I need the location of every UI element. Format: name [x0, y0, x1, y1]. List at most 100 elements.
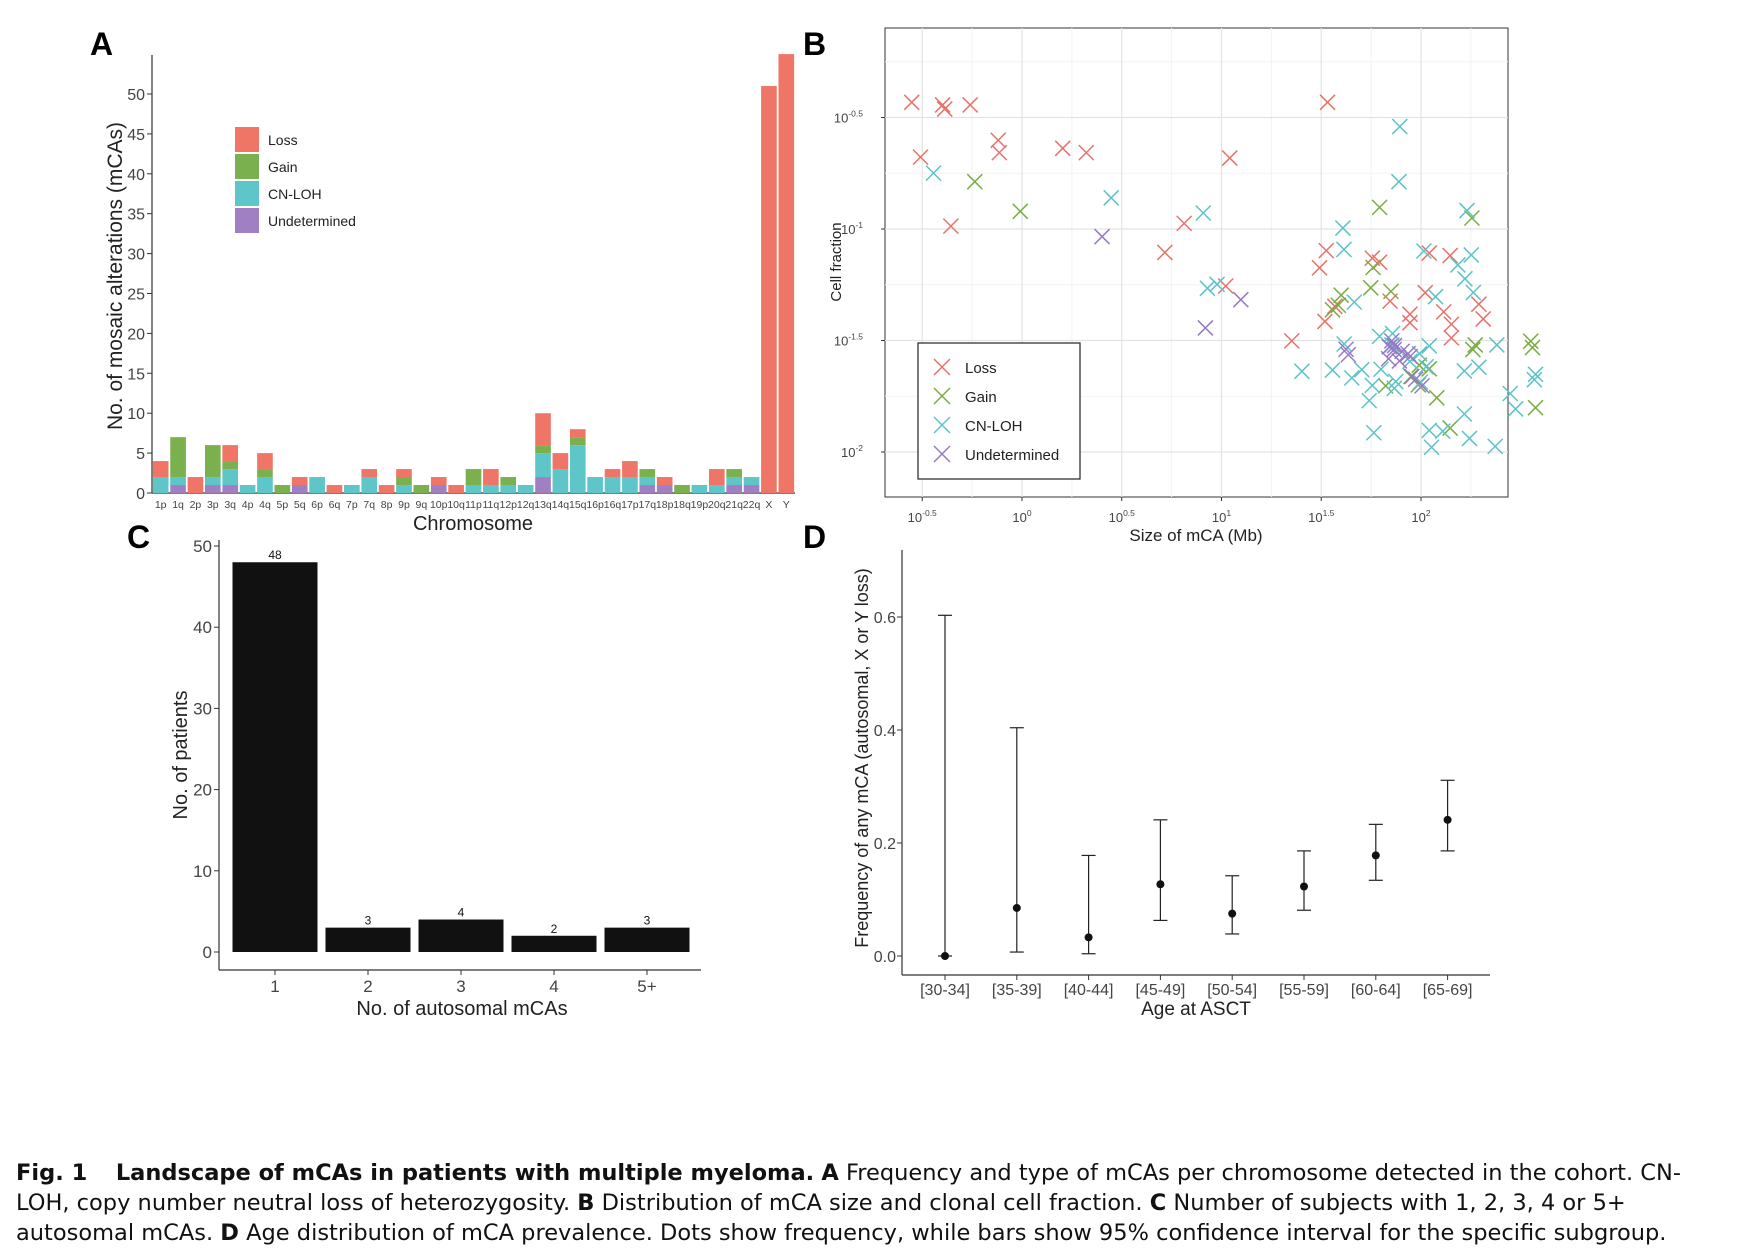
point-loss [1401, 306, 1418, 323]
x-tick-label: 5+ [637, 977, 656, 996]
caption-key-d: D [220, 1220, 239, 1246]
point-[65-69] [1443, 815, 1452, 824]
bar-undetermined-13q [535, 477, 551, 493]
point-gain [1522, 333, 1539, 350]
y-tick-label: 20 [193, 781, 212, 800]
bar-gain-4q [257, 469, 273, 478]
point-loss [1054, 140, 1071, 157]
y-axis-title: Cell fraction [828, 222, 845, 301]
legend-marker-cn-loh [933, 416, 951, 434]
point-cn-loh [1293, 363, 1310, 380]
point-gain [1464, 341, 1481, 358]
point-loss [1443, 316, 1460, 333]
x-tick-label: 1p [155, 499, 167, 511]
point-cn-loh [1353, 361, 1370, 378]
bar-gain-13q [535, 445, 551, 454]
data-label: 3 [365, 914, 372, 928]
point-gain [1362, 279, 1379, 296]
point-gain [1421, 360, 1438, 377]
point-cn-loh [1386, 380, 1403, 397]
point-undetermined [1340, 346, 1357, 363]
point-cn-loh [1470, 359, 1487, 376]
bar-cn-loh-11q [483, 485, 499, 493]
bar-cn-loh-7p [344, 485, 360, 493]
point-cn-loh [1372, 361, 1390, 378]
point-gain [1365, 259, 1382, 276]
data-label: 4 [458, 906, 465, 920]
point-gain [1524, 339, 1541, 356]
point-cn-loh [1412, 373, 1429, 391]
point-loss [903, 94, 920, 111]
caption-label: Fig. 1 [16, 1160, 88, 1186]
point-gain [1333, 287, 1350, 304]
x-tick-label: 14q [552, 499, 570, 511]
x-tick-label: [55-59] [1279, 982, 1329, 999]
bar-cn-loh-17p [622, 477, 638, 493]
point-loss [1316, 313, 1333, 330]
x-tick-label: 9p [398, 499, 410, 511]
bar-gain-1q [170, 437, 186, 478]
bar-cn-loh-17q [639, 477, 656, 486]
point-[35-39] [1012, 903, 1021, 912]
point-gain [1527, 399, 1544, 416]
point-cn-loh [1343, 369, 1360, 386]
x-tick-label: 16q [604, 499, 622, 511]
bar-cn-loh-6p [309, 477, 325, 493]
legend-label: Loss [965, 360, 997, 377]
x-tick-label: 13q [534, 499, 552, 511]
y-tick-label: 0.6 [874, 610, 896, 627]
x-tick-label: 8p [381, 499, 393, 511]
bar-cn-loh-19p [691, 485, 708, 493]
bar-loss-10p [430, 477, 447, 486]
point-cn-loh [1527, 366, 1544, 383]
point-cn-loh [1387, 373, 1404, 390]
point-[60-64] [1371, 851, 1380, 860]
y-tick-label: 0.0 [874, 949, 896, 966]
y-tick-label: 0.4 [874, 723, 896, 740]
legend-swatch-gain [235, 154, 259, 179]
bar-gain-18q [674, 485, 690, 493]
point-loss [1326, 298, 1343, 315]
bar-cn-loh-3q [222, 469, 239, 486]
bar-gain-3q [222, 461, 239, 470]
bar-undetermined-17q [639, 485, 656, 493]
x-tick-label: 2 [363, 977, 372, 996]
x-tick-label: [50-54] [1207, 982, 1257, 999]
bar-cn-loh-3p [205, 477, 221, 486]
x-tick-label: 100 [1012, 508, 1031, 525]
point-loss [962, 96, 979, 113]
point-cn-loh [1411, 345, 1428, 362]
point-cn-loh [1418, 358, 1435, 375]
caption-text-d: Age distribution of mCA prevalence. Dots… [238, 1220, 1667, 1246]
x-tick-label: 4q [259, 499, 271, 511]
x-tick-label: 101.5 [1308, 508, 1335, 525]
point-loss [1401, 314, 1418, 331]
y-tick-label: 10-1 [841, 220, 863, 237]
point-loss [1443, 329, 1460, 346]
point-gain [966, 173, 983, 190]
bar-cn-loh-16q [604, 477, 621, 493]
bar-gain-12p [500, 477, 517, 486]
panel-d: D 0.0 0.2 0.4 0.6 [30-34] [35-39] [40-44] [45-49… [803, 519, 1490, 1020]
x-tick-label: 10p [430, 499, 448, 511]
x-tick-label: [30-34] [920, 982, 970, 999]
bar-loss-13q [535, 413, 551, 446]
point-loss [1442, 247, 1459, 264]
x-tick-label: 101 [1212, 508, 1231, 525]
x-tick-label: 102 [1411, 508, 1430, 525]
y-tick-label: 45 [127, 127, 145, 144]
y-tick-label: 10-1.5 [834, 332, 863, 349]
legend-label: Gain [965, 389, 997, 406]
x-axis-title: Size of mCA (Mb) [1129, 526, 1262, 545]
x-tick-label: [60-64] [1351, 982, 1401, 999]
bar-loss-X [761, 86, 777, 494]
bar-loss-17p [622, 461, 638, 478]
x-axis-title: Age at ASCT [1141, 999, 1251, 1020]
point-cn-loh [1415, 242, 1432, 260]
point-undetermined [1380, 350, 1397, 367]
x-tick-label: 16p [586, 499, 604, 511]
point-cn-loh [1421, 337, 1438, 354]
point-gain [1012, 203, 1029, 220]
point-cn-loh [1390, 173, 1407, 190]
